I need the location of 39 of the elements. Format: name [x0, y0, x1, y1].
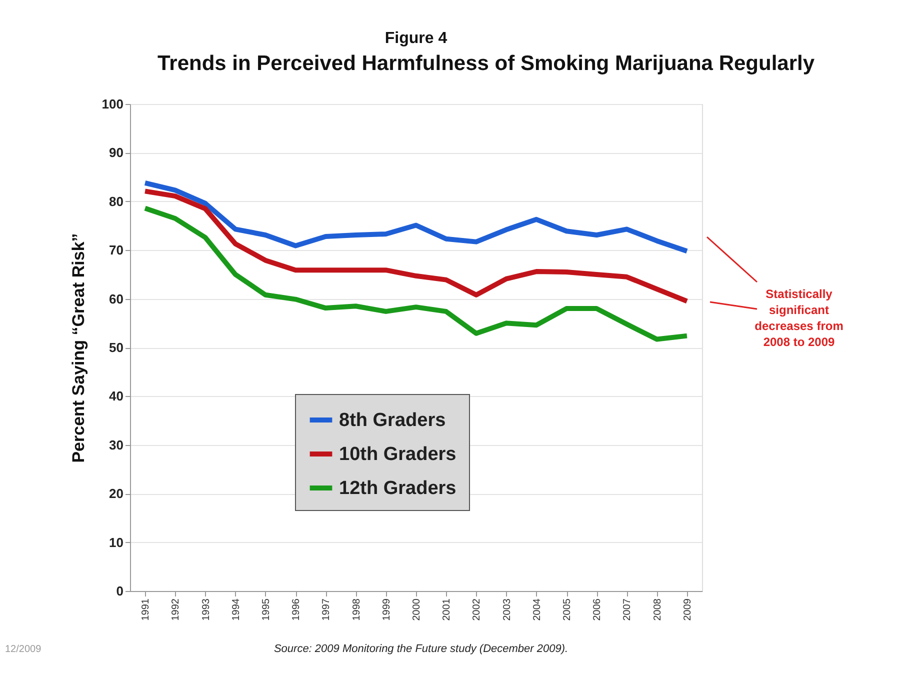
x-tick-label: 2009 — [682, 598, 694, 621]
y-tick-label: 90 — [109, 145, 124, 160]
x-tick-label: 2007 — [622, 598, 634, 621]
x-tick-label: 2002 — [472, 598, 483, 621]
x-tick-label: 1999 — [381, 598, 392, 621]
y-tick-label: 10 — [109, 534, 124, 550]
legend-label: 12th Graders — [339, 478, 456, 499]
x-tick-label: 2008 — [652, 598, 664, 621]
caption: Figure 4 — [384, 30, 448, 47]
y-tick-label: 0 — [116, 584, 124, 598]
y-tick-label: 50 — [109, 340, 124, 355]
y-axis-title: Percent Saying “Great Risk” — [68, 233, 88, 463]
y-tick-label: 20 — [109, 486, 124, 502]
x-tick-label: 2006 — [592, 598, 604, 621]
x-tick-label: 1994 — [230, 598, 242, 621]
source-note: Source: 2009 Monitoring the Future study (December 2009). — [274, 643, 568, 655]
legend-label: 8th Graders — [339, 410, 446, 431]
y-tick-label: 70 — [109, 242, 124, 258]
x-tick-label: 1992 — [170, 598, 182, 621]
x-tick-label: 1993 — [200, 598, 212, 621]
x-tick-label: 1996 — [291, 598, 302, 621]
y-tick-label: 60 — [109, 291, 124, 306]
legend-label: 10th Graders — [339, 444, 456, 465]
x-tick-label: 1991 — [140, 598, 152, 621]
x-tick-label: 2005 — [562, 598, 574, 621]
chart-title: Trends in Perceived Harmfulness of Smoking Marijuana Regularly — [157, 52, 815, 75]
x-tick-label: 1995 — [260, 598, 272, 621]
x-tick-label: 1997 — [321, 598, 332, 621]
text: 12/2009 — [5, 644, 42, 655]
x-tick-label: 1998 — [351, 598, 362, 621]
y-tick-label: 40 — [109, 388, 124, 404]
y-tick-label: 80 — [109, 194, 124, 209]
x-tick-label: 2001 — [442, 598, 453, 621]
x-tick-label: 2003 — [502, 598, 513, 621]
y-tick-label: 100 — [102, 96, 124, 112]
x-tick-label: 2004 — [532, 598, 543, 621]
text: Statistically significant decreases from 2008 to 2009 — [754, 287, 844, 349]
x-tick-label: 2000 — [412, 598, 422, 621]
y-tick-label: 30 — [109, 437, 124, 452]
